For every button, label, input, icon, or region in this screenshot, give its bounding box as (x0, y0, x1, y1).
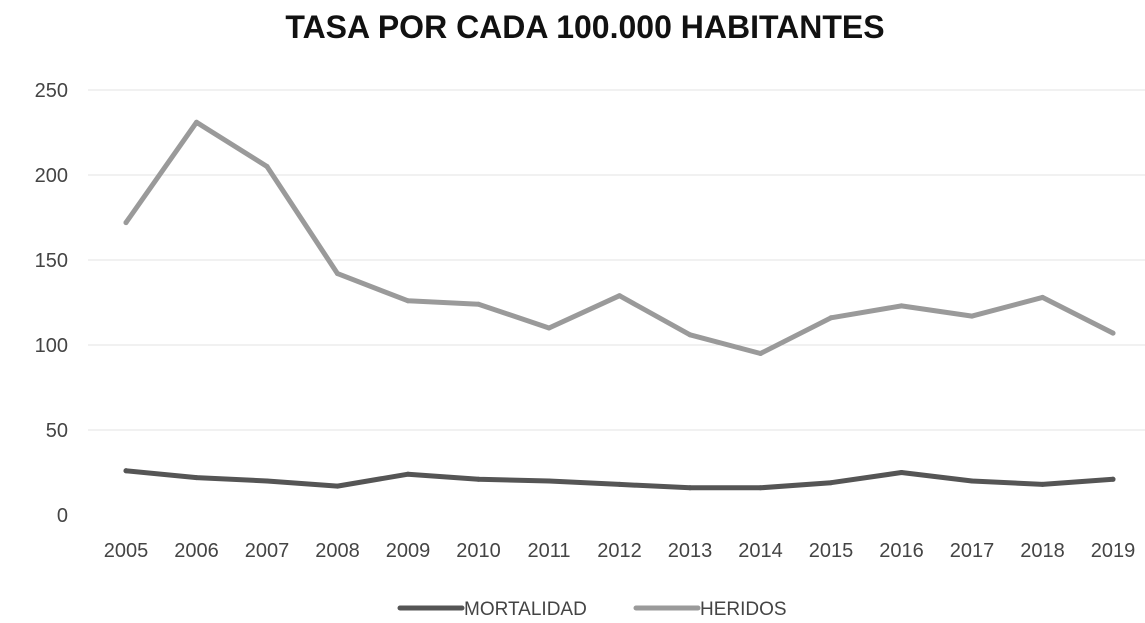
series-heridos (123, 119, 1116, 356)
data-point (335, 483, 340, 489)
data-point (758, 485, 763, 491)
data-point (405, 298, 411, 304)
data-point (1040, 481, 1045, 487)
legend-item: HERIDOS (633, 599, 787, 620)
data-point (758, 351, 763, 356)
legend-item: MORTALIDAD (397, 599, 587, 620)
data-point (617, 293, 622, 299)
data-point (828, 480, 834, 486)
x-tick-label: 2010 (456, 540, 501, 562)
data-point (546, 325, 552, 331)
x-tick-label: 2012 (597, 540, 642, 562)
x-tick-label: 2011 (527, 540, 570, 562)
data-point (828, 315, 834, 321)
data-point (687, 332, 693, 338)
x-tick-label: 2008 (315, 540, 360, 562)
data-point (969, 313, 975, 319)
data-point (194, 475, 199, 481)
x-tick-label: 2016 (879, 540, 924, 562)
data-point (264, 478, 270, 484)
data-point (1110, 476, 1116, 482)
data-point (194, 119, 199, 125)
x-tick-label: 2007 (245, 540, 290, 562)
data-point (123, 468, 129, 474)
legend-label: MORTALIDAD (464, 599, 587, 620)
y-tick-label: 150 (35, 250, 68, 272)
legend-label: HERIDOS (700, 599, 787, 620)
series-lines (123, 119, 1116, 491)
x-tick-label: 2017 (950, 540, 995, 562)
data-point (1040, 294, 1045, 300)
data-point (969, 478, 975, 484)
data-point (123, 220, 129, 226)
data-point (405, 471, 411, 477)
y-tick-label: 100 (35, 335, 68, 357)
data-point (476, 476, 481, 482)
data-point (476, 301, 481, 307)
data-point (1110, 330, 1116, 336)
y-tick-label: 200 (35, 165, 68, 187)
x-tick-label: 2005 (104, 540, 149, 562)
data-point (546, 478, 552, 484)
data-point (617, 481, 622, 487)
y-tick-label: 0 (57, 505, 68, 527)
y-axis-ticks: 0 50 100 150 200 250 (35, 80, 68, 527)
x-tick-label: 2014 (738, 540, 783, 562)
x-tick-label: 2006 (174, 540, 219, 562)
series-line (123, 119, 1116, 356)
x-tick-label: 2013 (668, 540, 713, 562)
grid-lines (88, 89, 1145, 431)
data-point (687, 485, 693, 491)
x-tick-label: 2015 (809, 540, 854, 562)
x-tick-label: 2009 (386, 540, 431, 562)
y-tick-label: 50 (46, 420, 68, 442)
x-tick-label: 2018 (1020, 540, 1065, 562)
data-point (264, 164, 270, 169)
data-point (335, 271, 340, 277)
x-axis-ticks: 2005 2006 2007 2008 2009 2010 2011 2012 2013 2014… (104, 540, 1136, 562)
series-mortalidad (123, 468, 1116, 491)
legend: MORTALIDAD HERIDOS (397, 599, 787, 620)
chart-title: TASA POR CADA 100.000 HABITANTES (285, 9, 884, 45)
data-point (899, 303, 904, 309)
x-tick-label: 2019 (1091, 540, 1136, 562)
y-tick-label: 250 (35, 80, 68, 102)
data-point (899, 470, 904, 475)
